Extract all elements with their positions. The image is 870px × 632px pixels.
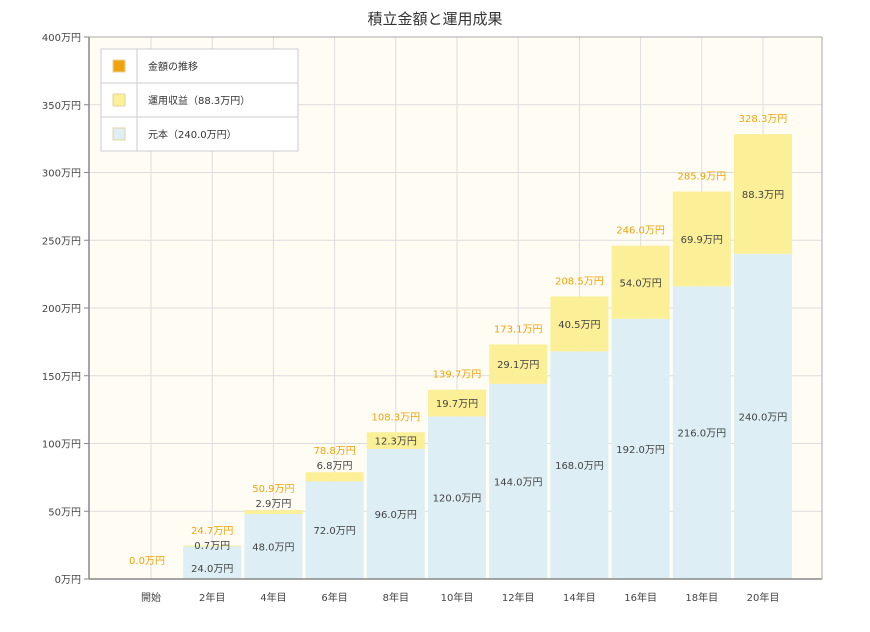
- data-label: 69.9万円: [681, 235, 723, 246]
- bar-segment: [489, 383, 548, 579]
- legend-swatch: [112, 93, 126, 107]
- y-tick-label: 50万円: [48, 507, 81, 518]
- chart-title: 積立金額と運用成果: [367, 10, 502, 28]
- x-tick-label: 10年目: [441, 591, 474, 604]
- data-label: 216.0万円: [677, 429, 726, 440]
- total-label: 285.9万円: [677, 172, 726, 183]
- legend-swatch: [112, 59, 126, 73]
- bar-segment: [611, 318, 670, 579]
- total-label: 0.0万円: [129, 556, 165, 567]
- data-label: 144.0万円: [494, 477, 543, 488]
- y-tick-label: 150万円: [42, 372, 81, 383]
- data-label: 24.0万円: [191, 564, 233, 575]
- legend-label: 元本（240.0万円）: [148, 128, 237, 141]
- legend-label: 運用収益（88.3万円）: [148, 94, 250, 107]
- bar-segment: [734, 253, 792, 580]
- bar-segment: [305, 481, 364, 579]
- x-tick-label: 20年目: [747, 591, 780, 604]
- total-label: 78.8万円: [313, 446, 355, 457]
- data-label: 12.3万円: [375, 437, 417, 448]
- bar-segment: [550, 351, 609, 579]
- total-label: 328.3万円: [739, 114, 788, 125]
- y-tick-label: 250万円: [42, 236, 81, 247]
- x-tick-label: 12年目: [502, 591, 535, 604]
- total-label: 208.5万円: [555, 276, 604, 287]
- bar-segment: [672, 286, 731, 579]
- total-label: 139.7万円: [433, 370, 482, 381]
- x-tick-label: 18年目: [685, 591, 718, 604]
- data-label: 168.0万円: [555, 461, 604, 472]
- bar-segment: [183, 546, 242, 579]
- data-label: 240.0万円: [739, 412, 788, 423]
- legend-label: 金額の推移: [148, 60, 198, 73]
- data-label: 19.7万円: [436, 399, 478, 410]
- bar-segment: [672, 191, 731, 287]
- data-label: 2.9万円: [255, 499, 291, 510]
- total-label: 24.7万円: [191, 526, 233, 537]
- data-label: 6.8万円: [317, 461, 353, 472]
- data-label: 29.1万円: [497, 360, 539, 371]
- bar-segment: [550, 296, 609, 352]
- total-label: 50.9万円: [252, 484, 294, 495]
- bar-segment: [489, 344, 548, 384]
- data-label: 40.5万円: [558, 320, 600, 331]
- y-tick-label: 200万円: [42, 304, 81, 315]
- x-tick-label: 14年目: [563, 591, 596, 604]
- x-tick-label: 6年目: [321, 591, 347, 604]
- bar-segment: [428, 389, 486, 417]
- y-tick-label: 300万円: [42, 169, 81, 180]
- bar-segment: [366, 448, 425, 579]
- y-tick-label: 350万円: [42, 101, 81, 112]
- data-label: 0.7万円: [194, 541, 230, 552]
- data-label: 72.0万円: [313, 526, 355, 537]
- legend-swatch: [112, 127, 126, 141]
- y-tick-label: 0万円: [55, 575, 81, 586]
- bar-segment: [366, 432, 425, 449]
- data-label: 96.0万円: [375, 510, 417, 521]
- bar-segment: [244, 513, 303, 579]
- data-label: 48.0万円: [252, 542, 294, 553]
- total-label: 173.1万円: [494, 324, 543, 335]
- data-label: 88.3万円: [742, 190, 784, 201]
- data-label: 120.0万円: [433, 494, 482, 505]
- bar-segment: [611, 245, 670, 319]
- data-label: 192.0万円: [616, 445, 665, 456]
- bar-segment: [734, 134, 792, 254]
- y-tick-label: 400万円: [42, 33, 81, 44]
- bar-segment: [428, 416, 486, 579]
- x-tick-label: 8年目: [383, 591, 409, 604]
- total-label: 246.0万円: [616, 226, 665, 237]
- bar-segment: [244, 510, 303, 514]
- total-label: 108.3万円: [371, 412, 420, 423]
- x-tick-label: 16年目: [624, 591, 657, 604]
- bar-segment: [305, 472, 364, 482]
- legend: [100, 48, 299, 152]
- bar-segment: [183, 545, 242, 547]
- y-tick-label: 100万円: [42, 440, 81, 451]
- x-tick-label: 開始: [141, 591, 161, 604]
- x-tick-label: 2年目: [199, 591, 225, 604]
- x-tick-label: 4年目: [260, 591, 286, 604]
- data-label: 54.0万円: [619, 278, 661, 289]
